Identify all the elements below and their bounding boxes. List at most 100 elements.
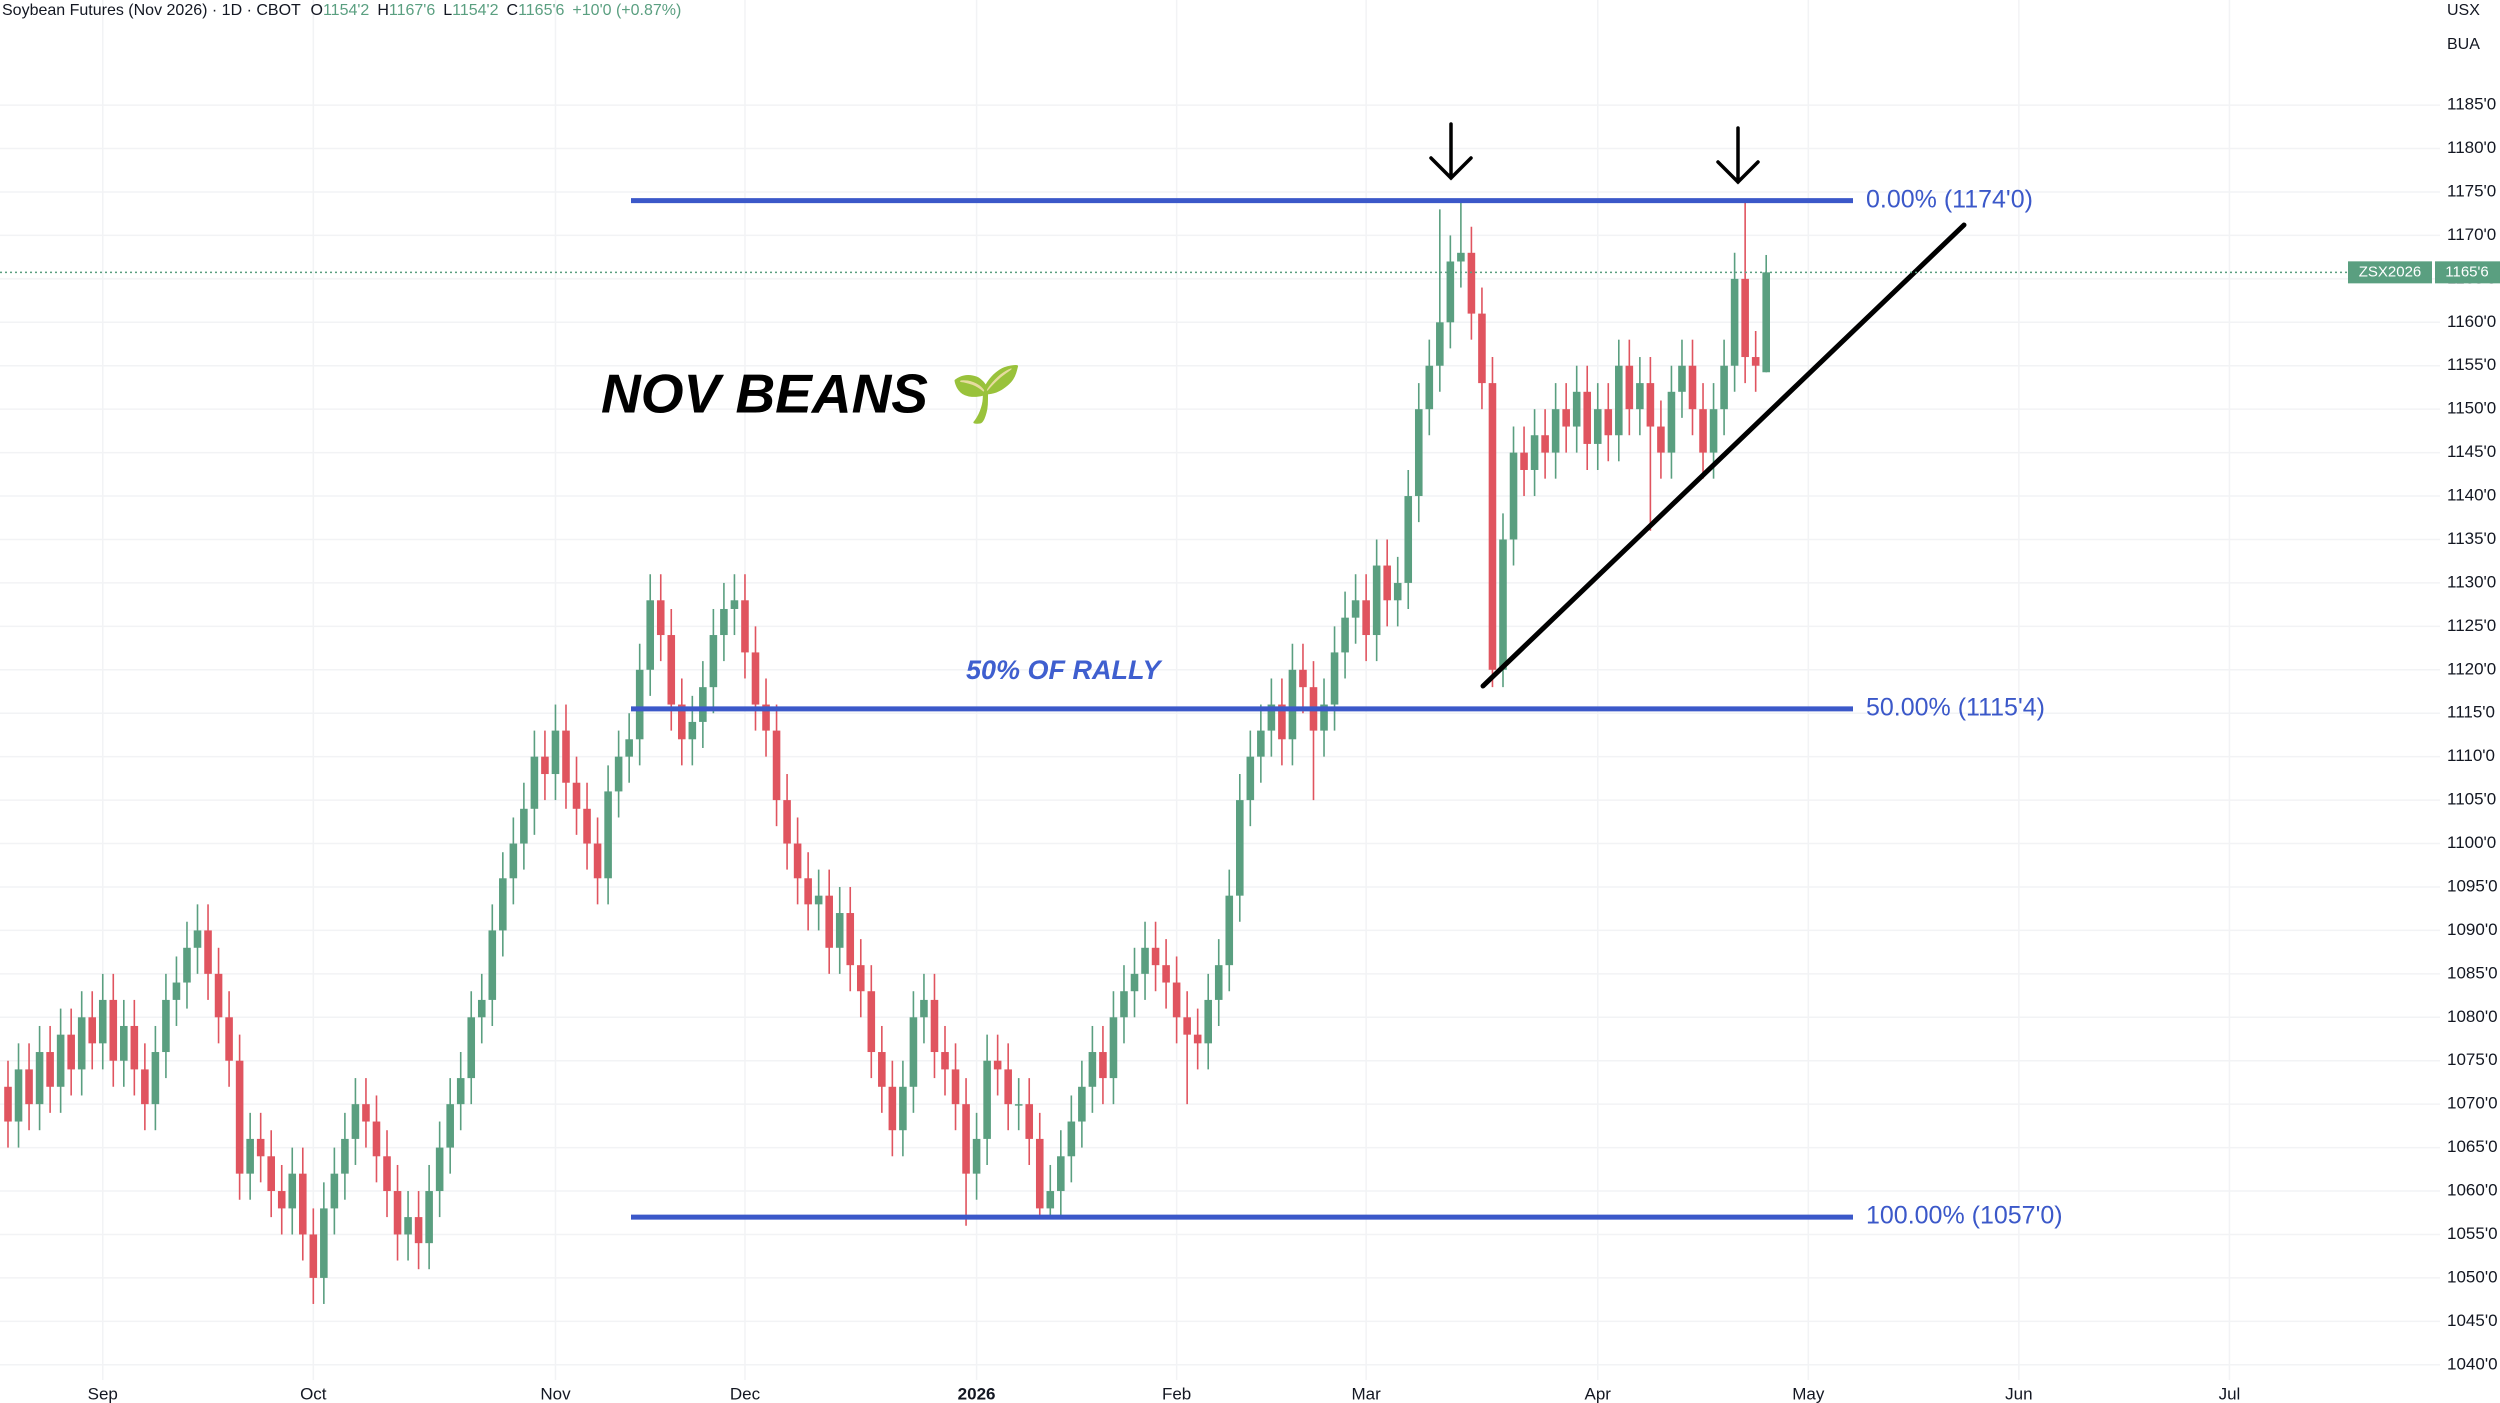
candle-body [1709, 409, 1718, 453]
y-tick-label: 1085'0 [2447, 963, 2498, 982]
candle-body [98, 999, 107, 1044]
symbol-tag [2348, 261, 2432, 284]
fib-label: 0.00% (1174'0) [1866, 185, 2033, 213]
axes: 1040'0 1045'0 1050'0 1055'0 1060'0 1065'0 1070… [88, 95, 2498, 1403]
candle-body [951, 1069, 960, 1105]
candle-body [204, 930, 212, 974]
candle-body [741, 600, 749, 653]
candle-body [625, 739, 633, 757]
ohlc-value: 1165'6 [518, 2, 564, 19]
candle-body [656, 600, 665, 636]
header-title: Soybean Futures (Nov 2026) · 1D · CBOT [2, 2, 301, 19]
candle-body [1467, 252, 1476, 314]
candle-body [1404, 496, 1413, 583]
ohlc-value: 1154'2 [323, 2, 369, 19]
candle-body [35, 1052, 44, 1105]
candle-body [1299, 669, 1307, 688]
y-tick-label: 1060'0 [2447, 1181, 2498, 1200]
candle-body [488, 930, 497, 1000]
candle-body [667, 635, 676, 705]
candle-body [193, 930, 202, 948]
candle-body [46, 1052, 54, 1087]
candle-body [1193, 1034, 1202, 1044]
candle-body [477, 999, 486, 1018]
candle-body [120, 1025, 128, 1061]
candle-body [1646, 383, 1655, 427]
y-tick-label: 1150'0 [2447, 399, 2496, 418]
candle-body [772, 730, 781, 801]
candle-body [762, 704, 770, 731]
y-tick-label: 1080'0 [2447, 1007, 2498, 1026]
ohlc-key: O [311, 2, 323, 19]
y-tick-label: 1160'0 [2447, 312, 2496, 331]
candle-body [235, 1060, 244, 1174]
candle-body [1520, 452, 1528, 470]
candle-body [878, 1052, 886, 1087]
y-tick-label: 1105'0 [2447, 790, 2496, 809]
candle-body [362, 1104, 370, 1122]
fib-label: 100.00% (1057'0) [1866, 1202, 2063, 1230]
candle-body [1057, 1156, 1065, 1192]
candle-body [793, 843, 802, 879]
candle-body [930, 999, 939, 1053]
arrow [1716, 126, 1760, 185]
candle-body [1720, 365, 1728, 410]
candle-body [1288, 669, 1297, 740]
x-tick-label: Mar [1351, 1384, 1381, 1403]
candle-body [1509, 452, 1518, 540]
candle-body [1330, 652, 1339, 705]
candle-body [4, 1086, 12, 1122]
candle-body [509, 843, 518, 879]
candle-body [1278, 704, 1286, 740]
candle-body [1699, 409, 1707, 453]
price-axis [2440, 0, 2500, 1403]
candle-body [1236, 800, 1244, 896]
candles [4, 200, 1770, 1304]
y-tick-label: 1050'0 [2447, 1267, 2498, 1286]
arrow [1429, 122, 1473, 181]
fib-label: 50.00% (1115'4) [1866, 693, 2045, 721]
candle-body [1372, 565, 1381, 636]
candle-body [1499, 539, 1507, 670]
candle-body [1604, 409, 1613, 436]
candle-body [1383, 565, 1391, 601]
candle-body [256, 1138, 265, 1157]
candle-body [341, 1138, 349, 1174]
candle-body [267, 1156, 275, 1192]
candle-body [320, 1208, 328, 1278]
candle-body [1562, 409, 1570, 427]
candle-body [414, 1217, 423, 1244]
y-tick-label: 1125'0 [2447, 616, 2496, 635]
candle-body [720, 608, 728, 636]
y-tick-label: 1115'0 [2447, 703, 2495, 722]
candle-body [646, 600, 655, 670]
candle-body [678, 704, 686, 740]
candle-body [1046, 1191, 1055, 1209]
candle-body [1267, 704, 1276, 731]
candle-body [467, 1017, 476, 1079]
candle-body [1667, 391, 1676, 453]
candle-body [1362, 600, 1370, 636]
candle-body [499, 878, 507, 931]
ohlc-value: 1167'6 [389, 2, 435, 19]
candle-body [351, 1104, 360, 1139]
candle-body [1530, 435, 1539, 470]
candle-body [1014, 1104, 1023, 1106]
candle-body [1657, 426, 1665, 453]
candle-body [941, 1052, 949, 1070]
candle-body [920, 999, 928, 1018]
x-tick-label: Nov [540, 1384, 571, 1403]
y-tick-label: 1130'0 [2447, 572, 2496, 591]
candle-body [1109, 1017, 1118, 1079]
candle-body [1625, 365, 1634, 410]
candle-body [1141, 947, 1149, 974]
candle-body [846, 913, 855, 966]
candle-body [446, 1104, 454, 1148]
y-tick-label: 1120'0 [2447, 659, 2496, 678]
candle-body [983, 1060, 991, 1139]
candle-body [1025, 1104, 1034, 1139]
candle-body [330, 1173, 339, 1209]
